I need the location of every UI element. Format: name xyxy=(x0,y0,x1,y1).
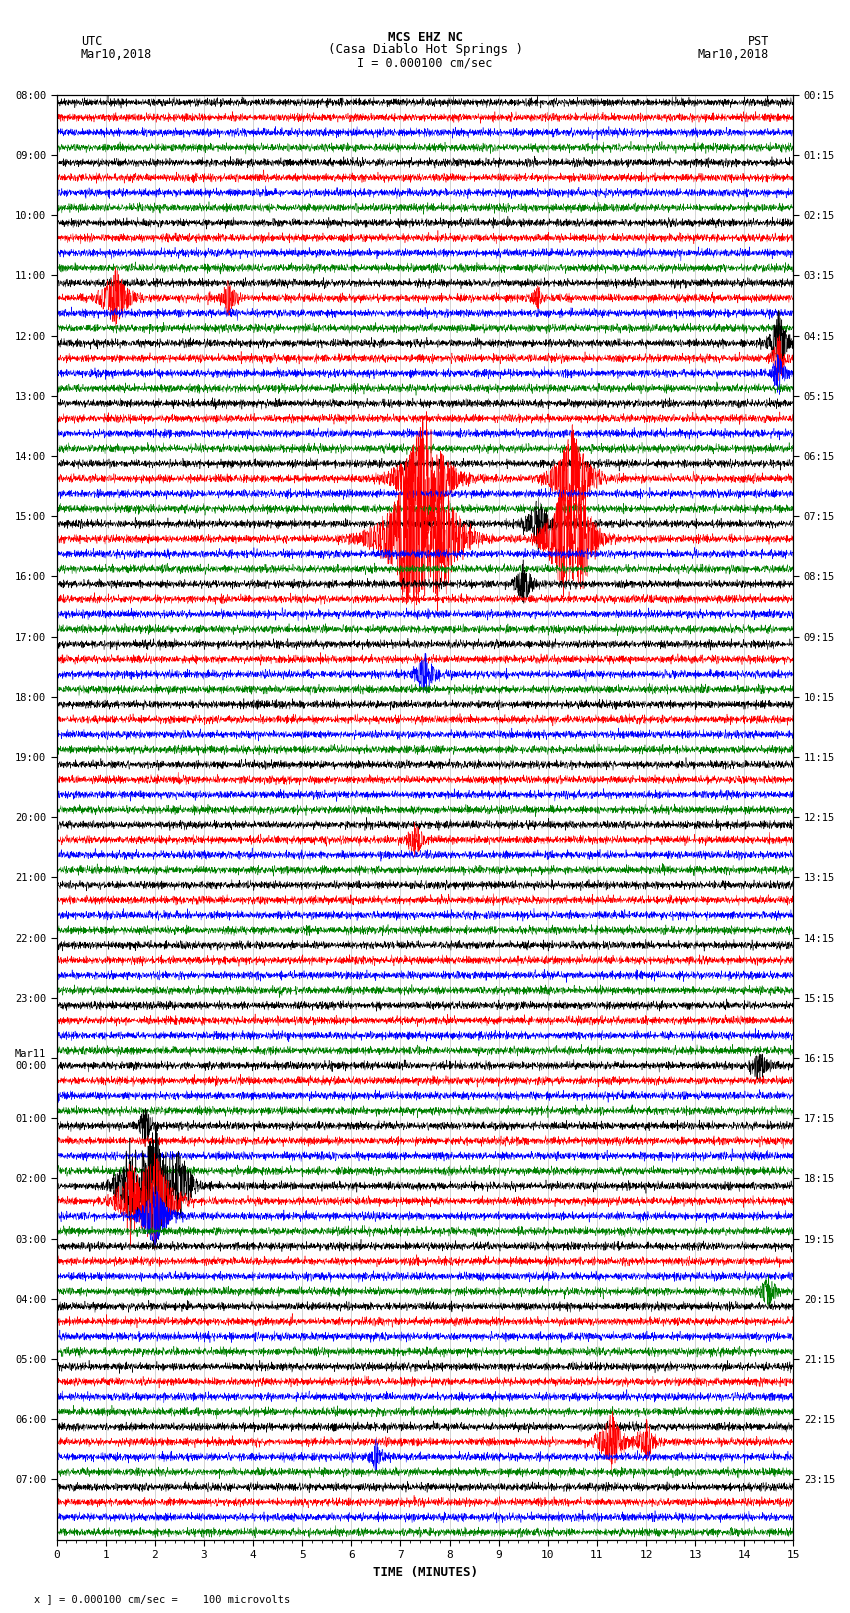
Text: x ] = 0.000100 cm/sec =    100 microvolts: x ] = 0.000100 cm/sec = 100 microvolts xyxy=(34,1594,290,1603)
Text: Mar10,2018: Mar10,2018 xyxy=(698,48,769,61)
Text: (Casa Diablo Hot Springs ): (Casa Diablo Hot Springs ) xyxy=(327,44,523,56)
Text: PST: PST xyxy=(748,35,769,48)
Text: Mar10,2018: Mar10,2018 xyxy=(81,48,152,61)
Text: UTC: UTC xyxy=(81,35,102,48)
Text: MCS EHZ NC: MCS EHZ NC xyxy=(388,31,462,44)
X-axis label: TIME (MINUTES): TIME (MINUTES) xyxy=(372,1566,478,1579)
Text: I = 0.000100 cm/sec: I = 0.000100 cm/sec xyxy=(357,56,493,69)
